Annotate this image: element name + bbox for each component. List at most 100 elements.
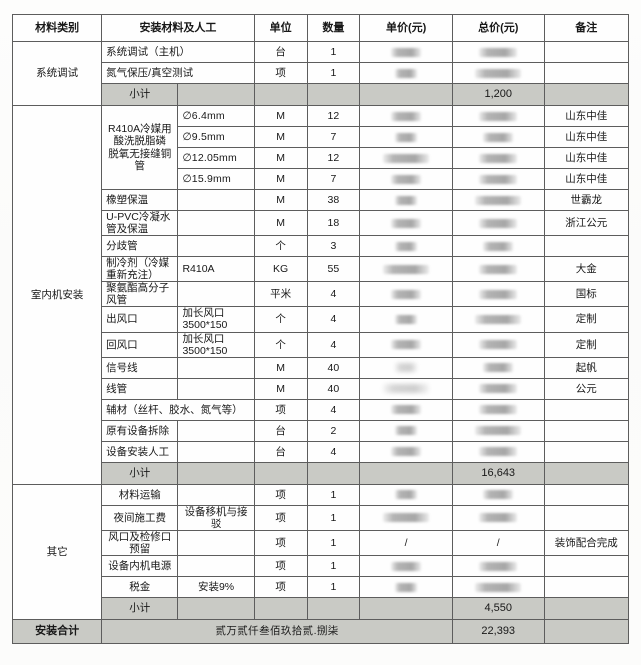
unit-price-cell (359, 419, 453, 442)
unit-price-cell (359, 256, 453, 283)
redacted-amount (383, 153, 430, 163)
specification-cell: 安装9% (177, 575, 255, 598)
unit-cell: 项 (253, 62, 308, 84)
total-price-cell (451, 147, 545, 169)
subtotal-blank-spec (177, 596, 255, 620)
unit-cell: 个 (253, 331, 308, 358)
redacted-amount (395, 315, 418, 325)
unit-price-cell (359, 356, 453, 379)
unit-price-cell (359, 554, 453, 577)
quantity-cell: 55 (306, 256, 361, 283)
table-row: 制冷剂（冷媒重新充注） R410A KG 55 大金 (13, 256, 629, 283)
redacted-amount (483, 490, 514, 500)
redacted-amount (479, 561, 518, 571)
specification-cell (177, 189, 255, 211)
material-description-cell: 分歧管 (101, 235, 179, 258)
redacted-amount (391, 340, 422, 350)
material-description-cell: 税金 (101, 575, 179, 598)
total-price-cell (451, 281, 545, 308)
material-description-cell: 系统调试（主机） (101, 41, 255, 63)
material-description-cell: 橡塑保温 (101, 189, 179, 211)
total-price-cell (451, 419, 545, 442)
subtotal-blank-2 (359, 596, 453, 620)
remark-cell: 大金 (543, 256, 629, 283)
grouped-description-line-1: R410A冷媒用酸洗脱脂磷 (108, 123, 172, 148)
subtotal-row: 小计 4,550 (13, 596, 629, 620)
quantity-cell: 7 (306, 168, 361, 190)
unit-cell: 台 (253, 419, 308, 442)
quantity-cell: 18 (306, 209, 361, 237)
total-price-cell (451, 504, 545, 531)
total-price-cell (451, 235, 545, 258)
quantity-cell: 4 (306, 440, 361, 463)
material-description-cell: 夜间施工费 (101, 504, 179, 531)
specification-cell (177, 356, 255, 379)
installation-quotation-table: 材料类别 安装材料及人工 单位 数量 单价(元) 总价(元) 备注 系统调试 系统… (11, 14, 629, 644)
column-header-material-and-labor: 安装材料及人工 (101, 14, 255, 42)
redacted-amount (479, 264, 518, 274)
remark-cell (543, 41, 629, 63)
material-description-cell: 原有设备拆除 (101, 419, 179, 442)
redacted-amount (391, 290, 422, 299)
unit-price-cell (359, 105, 453, 127)
redacted-amount (479, 340, 518, 350)
redacted-amount (479, 513, 518, 523)
material-description-cell: 制冷剂（冷媒重新充注） (101, 256, 179, 283)
table-row: 原有设备拆除 台 2 (13, 419, 629, 442)
material-description-cell: 信号线 (101, 356, 179, 379)
grand-total-row: 安装合计 贰万贰仟叁佰玖拾贰.捌柒 22,393 (11, 618, 629, 644)
subtotal-blank-0 (253, 596, 308, 620)
quantity-cell: 4 (306, 398, 361, 421)
subtotal-label: 小计 (101, 596, 179, 620)
specification-cell: ∅12.05mm (177, 147, 255, 169)
subtotal-blank-2 (359, 83, 453, 106)
subtotal-blank-0 (253, 461, 308, 485)
table-row: 室内机安装 R410A冷媒用酸洗脱脂磷 脱氧无接缝铜管 ∅6.4mm M 12 山东中佳 (11, 105, 629, 485)
total-price-cell (451, 256, 545, 283)
redacted-amount (395, 582, 418, 592)
redacted-amount (479, 174, 518, 184)
category-cell: 系统调试 (11, 41, 103, 106)
redacted-amount (391, 561, 422, 571)
remark-cell (543, 440, 629, 463)
redacted-amount (395, 195, 418, 205)
column-header-unit: 单位 (253, 14, 308, 42)
total-price-cell (451, 398, 545, 421)
redacted-amount (475, 68, 522, 78)
subtotal-blank-1 (306, 461, 361, 485)
unit-price-cell: / (359, 529, 453, 556)
unit-cell: M (253, 377, 308, 400)
material-description-cell: 回风口 (101, 331, 179, 358)
category-cell: 室内机安装 (11, 105, 103, 485)
column-header-remark: 备注 (543, 14, 629, 42)
redacted-amount (479, 447, 518, 457)
redacted-amount (391, 218, 422, 228)
redacted-amount (479, 153, 518, 163)
remark-cell: 装饰配合完成 (543, 529, 629, 556)
total-price-cell (451, 356, 545, 379)
redacted-amount (391, 405, 422, 415)
redacted-amount (383, 264, 430, 274)
remark-cell: 公元 (543, 377, 629, 400)
total-price-cell (451, 554, 545, 577)
table-body: 系统调试 系统调试（主机）台 1 氮气保压/真空测试项 1 小计 1,200 室内机安装 R41… (11, 41, 629, 644)
redacted-amount (483, 241, 514, 251)
specification-cell: ∅9.5mm (177, 126, 255, 148)
table-row: 分歧管 个 3 (13, 235, 629, 258)
subtotal-blank-0 (253, 83, 308, 106)
unit-price-cell (359, 168, 453, 190)
unit-price-cell (359, 331, 453, 358)
grand-total-amount-in-words: 贰万贰仟叁佰玖拾贰.捌柒 (101, 618, 453, 644)
header-row: 材料类别 安装材料及人工 单位 数量 单价(元) 总价(元) 备注 (11, 14, 629, 42)
unit-cell: 项 (253, 504, 308, 531)
quantity-cell: 1 (306, 529, 361, 556)
subtotal-label: 小计 (101, 461, 179, 485)
remark-cell (543, 235, 629, 258)
unit-cell: 项 (253, 529, 308, 556)
unit-cell: M (253, 189, 308, 211)
quantity-cell: 4 (306, 281, 361, 308)
remark-cell (543, 483, 629, 506)
redacted-amount (483, 363, 514, 373)
redacted-amount (475, 426, 522, 436)
table-row: 线管 M 40 公元 (13, 377, 629, 400)
